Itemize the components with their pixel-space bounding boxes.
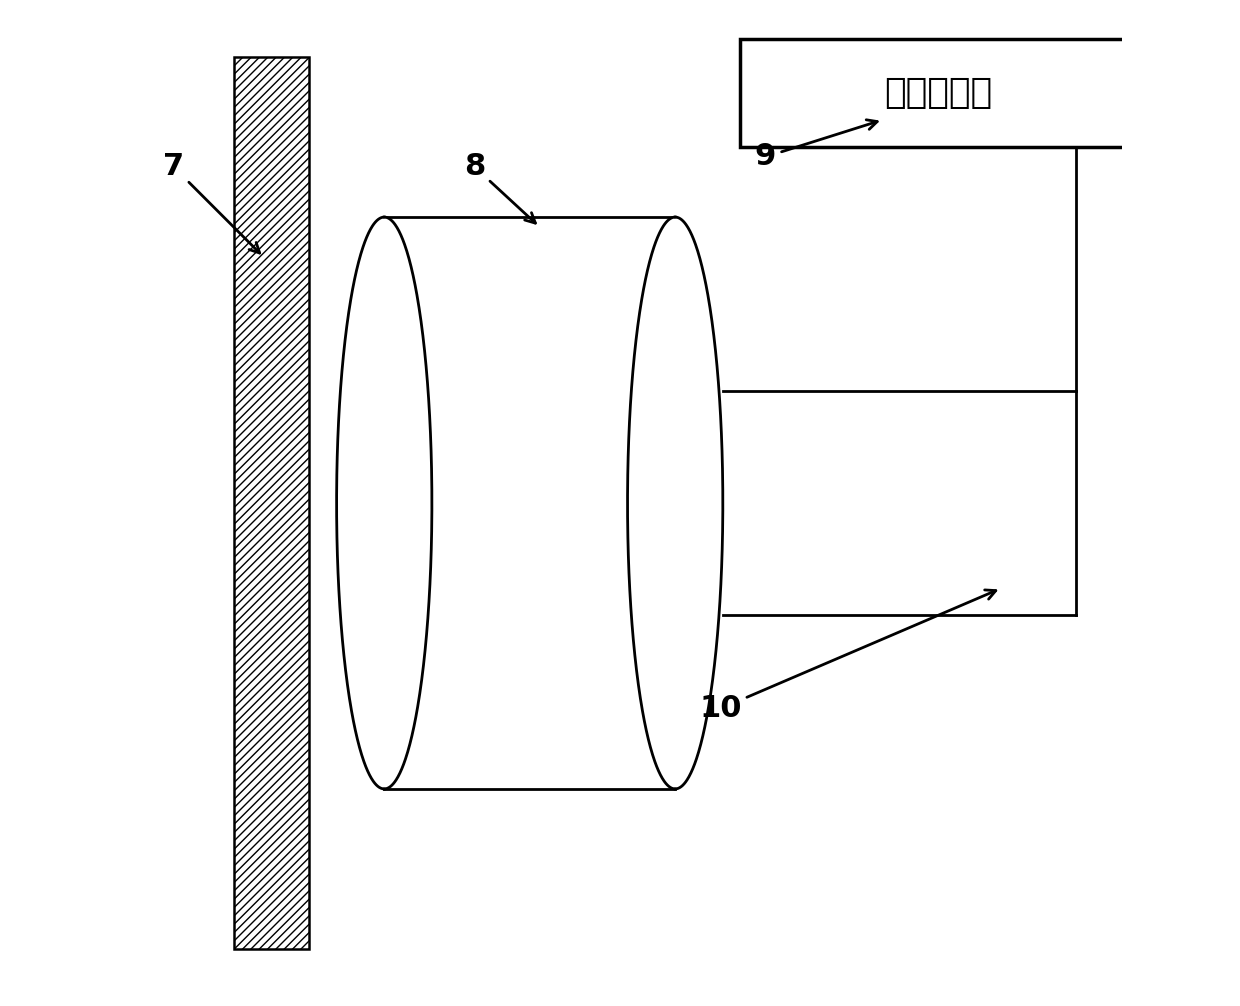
Ellipse shape — [336, 217, 432, 789]
Text: 9: 9 — [755, 120, 877, 171]
Text: 信号发生仪: 信号发生仪 — [884, 75, 992, 110]
Text: 10: 10 — [699, 590, 996, 723]
Ellipse shape — [627, 217, 723, 789]
Text: 8: 8 — [464, 153, 536, 223]
Bar — [740, 38, 1137, 147]
Text: 7: 7 — [162, 153, 259, 254]
Bar — [234, 56, 309, 950]
